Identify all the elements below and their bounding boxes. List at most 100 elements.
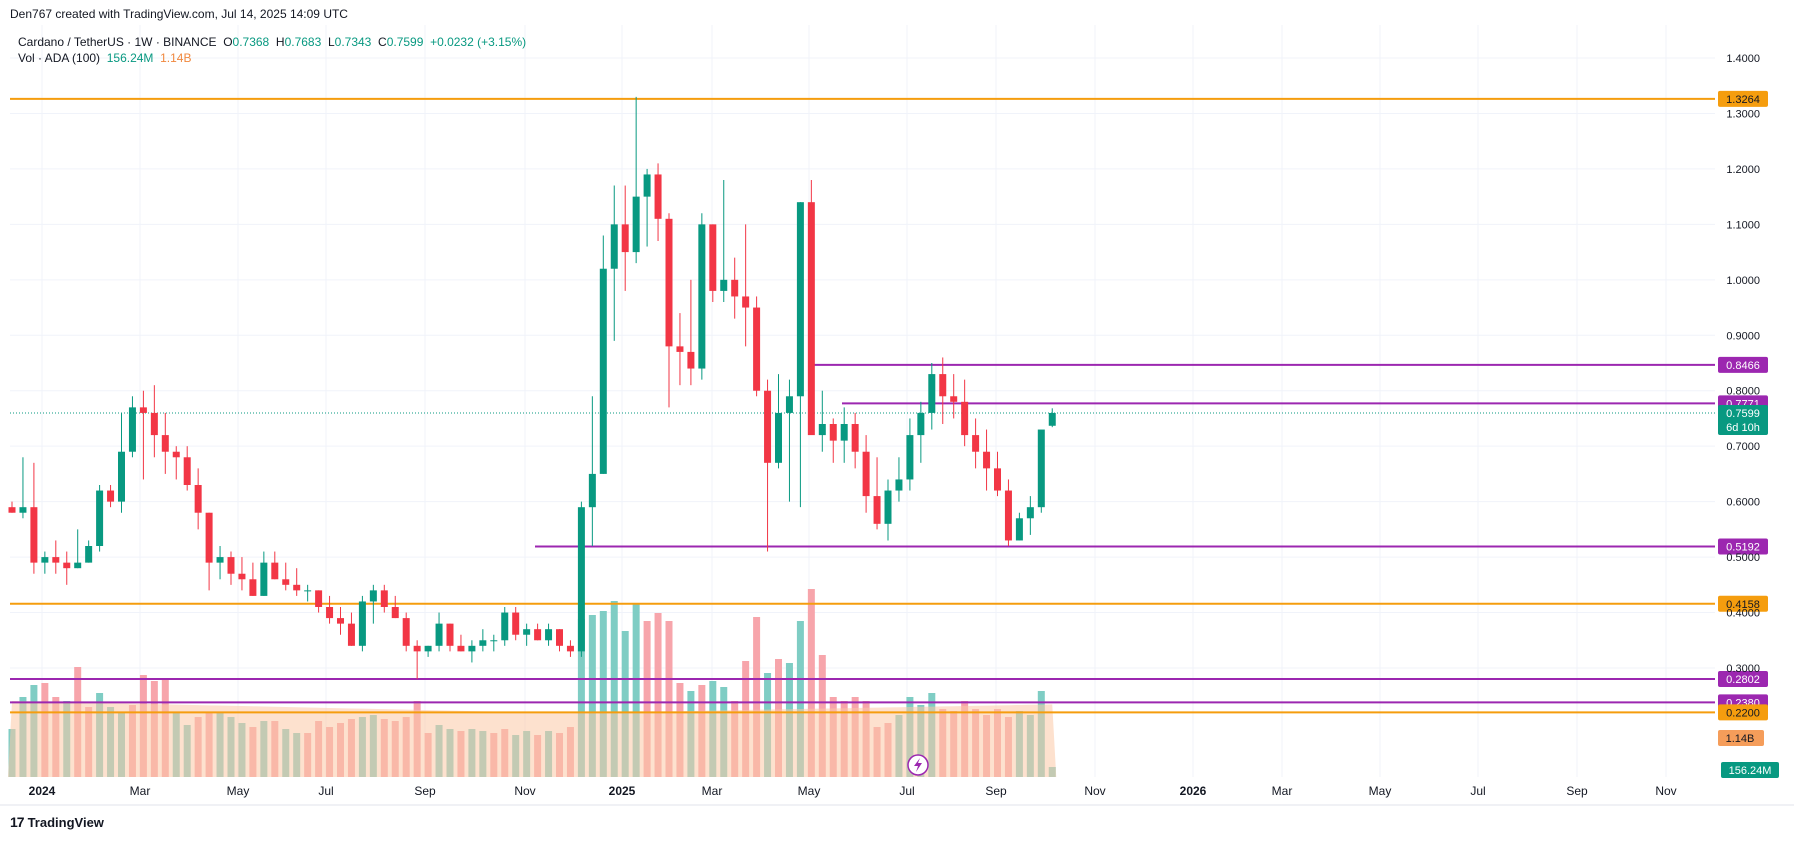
candle-body[interactable]	[249, 579, 257, 596]
candle-body[interactable]	[161, 435, 169, 452]
candle-body[interactable]	[271, 562, 279, 580]
candle-body[interactable]	[468, 645, 476, 652]
candle-body[interactable]	[1004, 490, 1012, 541]
candle-body[interactable]	[939, 374, 947, 397]
candle-body[interactable]	[983, 451, 991, 469]
candle-body[interactable]	[917, 412, 925, 436]
candle-body[interactable]	[369, 590, 377, 602]
candle-body[interactable]	[972, 435, 980, 452]
candle-body[interactable]	[566, 645, 574, 652]
candle-body[interactable]	[260, 562, 268, 596]
candle-body[interactable]	[884, 490, 892, 524]
candle-body[interactable]	[107, 490, 115, 502]
candle-body[interactable]	[490, 640, 498, 642]
candle-body[interactable]	[118, 451, 125, 502]
candle-body[interactable]	[435, 623, 443, 646]
candle-body[interactable]	[63, 562, 71, 569]
candle-body[interactable]	[796, 202, 804, 397]
candle-body[interactable]	[862, 451, 870, 497]
candle-body[interactable]	[74, 562, 82, 569]
lightning-icon[interactable]	[907, 754, 929, 776]
candle-body[interactable]	[479, 640, 487, 646]
candle-body[interactable]	[413, 645, 421, 652]
candle-body[interactable]	[1037, 429, 1045, 508]
candle-body[interactable]	[315, 590, 323, 607]
candle-body[interactable]	[1015, 518, 1023, 541]
candle-body[interactable]	[30, 507, 38, 563]
candle-body[interactable]	[194, 485, 202, 513]
candle-body[interactable]	[424, 645, 432, 652]
volume-label[interactable]: Vol · ADA (100)	[18, 51, 101, 65]
candle-body[interactable]	[851, 424, 859, 452]
candle-body[interactable]	[818, 424, 826, 436]
candle-body[interactable]	[446, 623, 454, 646]
candle-body[interactable]	[807, 202, 815, 436]
candle-body[interactable]	[326, 607, 334, 619]
candle-body[interactable]	[731, 279, 739, 297]
candle-body[interactable]	[665, 218, 673, 347]
candle-body[interactable]	[534, 629, 542, 641]
candle-body[interactable]	[238, 573, 246, 580]
candle-body[interactable]	[1026, 507, 1034, 519]
candle-body[interactable]	[1048, 412, 1056, 426]
candle-body[interactable]	[764, 390, 772, 463]
candle-body[interactable]	[928, 374, 936, 413]
candle-body[interactable]	[128, 407, 136, 452]
candle-body[interactable]	[227, 557, 235, 574]
candle-body[interactable]	[873, 496, 881, 524]
candle-body[interactable]	[52, 557, 60, 563]
candle-body[interactable]	[775, 412, 782, 463]
candle-body[interactable]	[829, 424, 837, 441]
candle-body[interactable]	[512, 612, 520, 635]
candle-body[interactable]	[337, 618, 344, 624]
candle-body[interactable]	[599, 268, 607, 474]
candle-body[interactable]	[183, 457, 191, 485]
candle-body[interactable]	[950, 396, 958, 402]
candle-body[interactable]	[906, 435, 914, 480]
candle-body[interactable]	[687, 351, 695, 369]
candle-body[interactable]	[753, 307, 761, 391]
candle-body[interactable]	[347, 623, 355, 646]
candle-body[interactable]	[556, 629, 563, 646]
tradingview-logo[interactable]: 17 TradingView	[10, 814, 104, 830]
candle-body[interactable]	[840, 424, 848, 441]
candle-body[interactable]	[654, 174, 662, 219]
candle-body[interactable]	[720, 279, 728, 291]
candle-body[interactable]	[358, 601, 366, 646]
candle-body[interactable]	[150, 412, 158, 436]
candle-body[interactable]	[380, 590, 388, 607]
candle-body[interactable]	[643, 174, 651, 197]
candle-body[interactable]	[501, 612, 509, 641]
candle-body[interactable]	[216, 557, 224, 563]
candle-body[interactable]	[457, 645, 465, 652]
candle-body[interactable]	[96, 490, 104, 546]
candle-body[interactable]	[304, 590, 312, 592]
candle-body[interactable]	[632, 196, 640, 253]
candle-body[interactable]	[577, 507, 585, 652]
candle-body[interactable]	[698, 224, 706, 369]
candle-body[interactable]	[8, 507, 16, 513]
candle-body[interactable]	[994, 468, 1001, 491]
candle-body[interactable]	[172, 451, 180, 458]
candle-body[interactable]	[742, 296, 750, 308]
candle-body[interactable]	[391, 607, 399, 619]
candle-body[interactable]	[205, 512, 213, 563]
candle-body[interactable]	[588, 473, 596, 508]
candle-body[interactable]	[676, 346, 684, 352]
candle-body[interactable]	[293, 584, 301, 591]
candle-body[interactable]	[41, 557, 49, 563]
symbol-name[interactable]: Cardano / TetherUS · 1W · BINANCE	[18, 35, 217, 49]
candle-body[interactable]	[785, 396, 793, 413]
candle-body[interactable]	[19, 507, 27, 513]
candle-body[interactable]	[85, 546, 93, 563]
candle-body[interactable]	[545, 629, 553, 641]
candle-body[interactable]	[961, 401, 969, 436]
candle-body[interactable]	[621, 224, 629, 253]
candle-body[interactable]	[402, 618, 410, 646]
candle-body[interactable]	[282, 579, 290, 585]
candle-body[interactable]	[610, 224, 618, 269]
candle-body[interactable]	[523, 629, 531, 635]
candle-body[interactable]	[709, 224, 717, 291]
candle-body[interactable]	[895, 479, 903, 491]
